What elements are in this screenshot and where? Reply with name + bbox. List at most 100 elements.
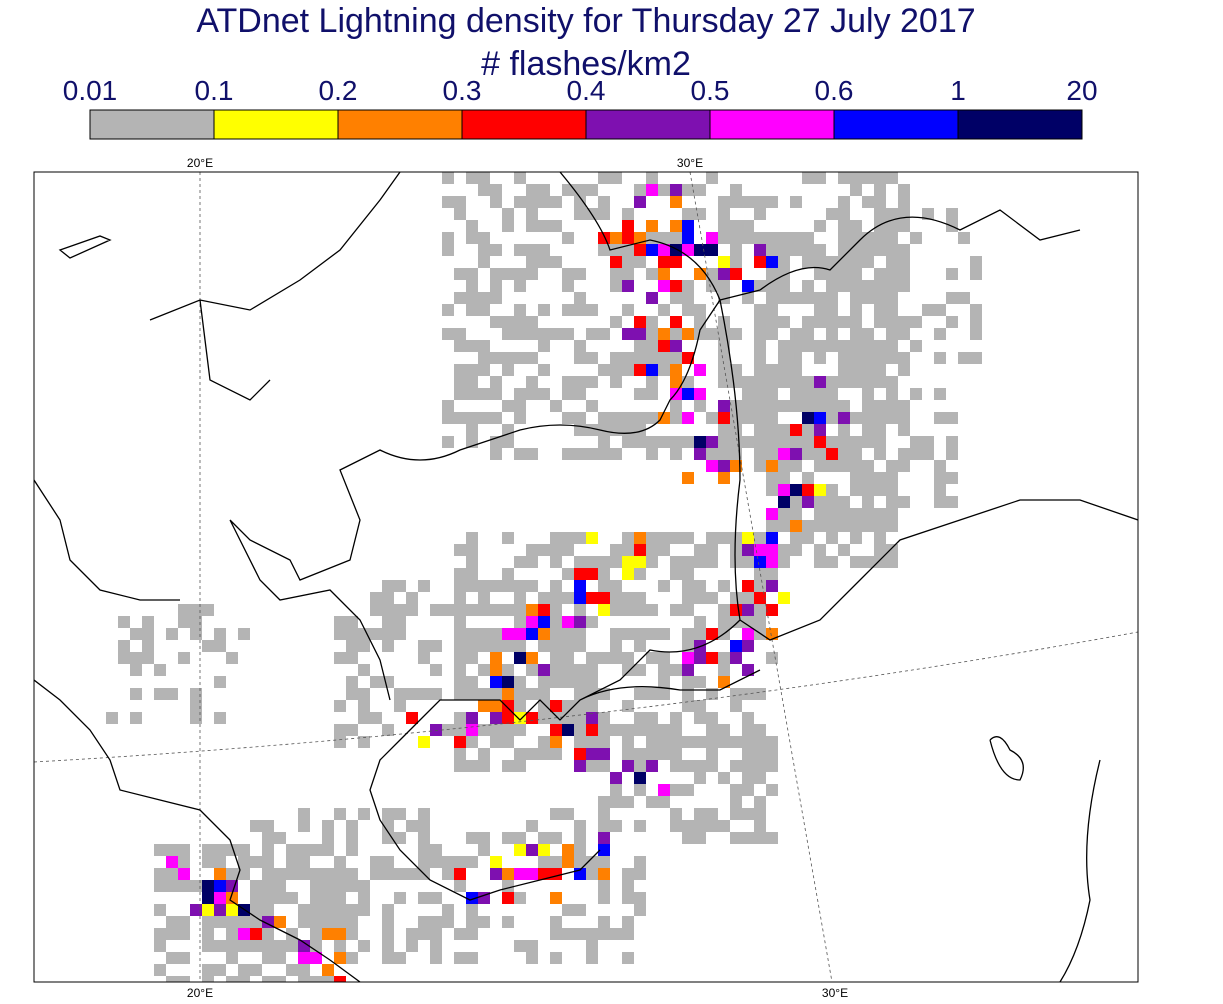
density-cell [622, 736, 634, 748]
density-cell [874, 172, 886, 184]
density-cell [562, 724, 574, 736]
density-cell [658, 628, 670, 640]
density-cell [514, 556, 526, 568]
density-cell [742, 748, 754, 760]
density-cell [526, 556, 538, 568]
density-cell [706, 808, 718, 820]
density-cell [658, 268, 670, 280]
density-cell [790, 388, 802, 400]
density-cell [310, 928, 322, 940]
density-cell [694, 676, 706, 688]
density-cell [454, 592, 466, 604]
density-cell [754, 376, 766, 388]
density-cell [466, 916, 478, 928]
density-cell [562, 388, 574, 400]
density-cell [574, 712, 586, 724]
density-cell [622, 760, 634, 772]
density-cell [418, 844, 430, 856]
density-cell [742, 388, 754, 400]
density-cell [658, 244, 670, 256]
density-cell [610, 580, 622, 592]
density-cell [838, 448, 850, 460]
density-cell [298, 844, 310, 856]
density-cell [586, 676, 598, 688]
density-cell [862, 328, 874, 340]
density-cell [658, 184, 670, 196]
density-cell [574, 700, 586, 712]
density-cell [634, 820, 646, 832]
density-cell [298, 820, 310, 832]
density-cell [646, 376, 658, 388]
density-cell [826, 448, 838, 460]
density-cell [538, 664, 550, 676]
density-cell [574, 568, 586, 580]
density-cell [838, 316, 850, 328]
density-cell [634, 556, 646, 568]
density-cell [970, 256, 982, 268]
density-cell [682, 352, 694, 364]
density-cell [658, 352, 670, 364]
density-cell [826, 328, 838, 340]
density-cell [874, 448, 886, 460]
density-cell [166, 916, 178, 928]
density-cell [862, 508, 874, 520]
density-cell [550, 556, 562, 568]
density-cell [430, 664, 442, 676]
density-cell [826, 508, 838, 520]
density-cell [646, 328, 658, 340]
density-cell [718, 460, 730, 472]
density-cell [310, 904, 322, 916]
density-cell [694, 328, 706, 340]
density-cell [514, 700, 526, 712]
density-cell [814, 388, 826, 400]
density-cell [622, 892, 634, 904]
density-cell [622, 352, 634, 364]
density-cell [898, 352, 910, 364]
density-cell [778, 496, 790, 508]
density-cell [754, 364, 766, 376]
density-cell [538, 616, 550, 628]
density-cell [454, 712, 466, 724]
density-cell [634, 856, 646, 868]
density-cell [598, 868, 610, 880]
density-cell [658, 688, 670, 700]
density-cell [934, 328, 946, 340]
density-cell [718, 664, 730, 676]
density-cell [562, 652, 574, 664]
density-cell [718, 532, 730, 544]
density-cell [622, 280, 634, 292]
density-cell [562, 700, 574, 712]
density-cell [214, 904, 226, 916]
density-cell [418, 688, 430, 700]
density-cell [562, 232, 574, 244]
density-cell [514, 868, 526, 880]
density-cell [886, 496, 898, 508]
density-cell [478, 688, 490, 700]
density-cell [514, 280, 526, 292]
density-cell [538, 736, 550, 748]
density-cell [874, 412, 886, 424]
density-cell [778, 544, 790, 556]
density-cell [526, 352, 538, 364]
density-cell [634, 196, 646, 208]
density-cell [826, 256, 838, 268]
density-cell [826, 304, 838, 316]
density-cell [598, 760, 610, 772]
density-cell [526, 748, 538, 760]
density-cell [622, 664, 634, 676]
density-cell [886, 316, 898, 328]
density-cell [670, 604, 682, 616]
density-cell [718, 580, 730, 592]
density-cell [778, 256, 790, 268]
density-cell [418, 580, 430, 592]
density-cell [490, 700, 502, 712]
density-cell [430, 952, 442, 964]
density-cell [646, 532, 658, 544]
density-cell [562, 904, 574, 916]
density-cell [754, 196, 766, 208]
density-cell [670, 400, 682, 412]
density-cell [754, 304, 766, 316]
density-cell [274, 832, 286, 844]
density-cell [886, 268, 898, 280]
density-cell [886, 460, 898, 472]
